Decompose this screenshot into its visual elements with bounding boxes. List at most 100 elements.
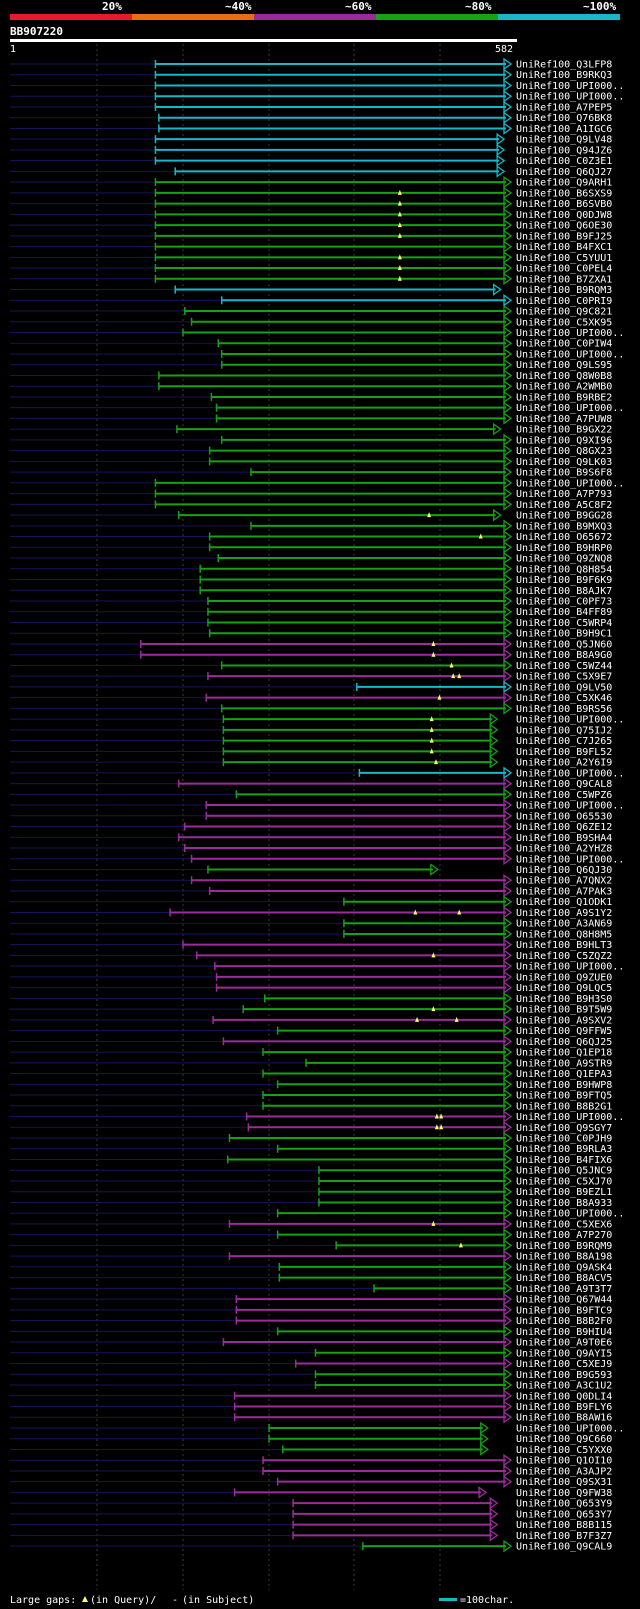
hit-row[interactable]: UniRef100_Q1EP18 <box>10 1045 612 1059</box>
hit-row[interactable]: UniRef100_UPI000.. <box>10 476 624 490</box>
hit-row[interactable]: UniRef100_C0PIW4 <box>10 336 612 350</box>
hit-label[interactable]: UniRef100_B9H3S0 <box>516 994 612 1005</box>
hit-row[interactable]: UniRef100_UPI000.. <box>10 79 624 92</box>
hit-label[interactable]: UniRef100_Q1EPA3 <box>516 1069 612 1080</box>
hit-label[interactable]: UniRef100_A7PEP5 <box>516 102 612 113</box>
hit-row[interactable]: UniRef100_Q1OI10 <box>10 1453 612 1467</box>
hit-row[interactable]: UniRef100_B9MXQ3 <box>10 519 612 533</box>
hit-label[interactable]: UniRef100_B9H9C1 <box>516 629 612 640</box>
hit-label[interactable]: UniRef100_UPI000.. <box>516 768 624 779</box>
hit-label[interactable]: UniRef100_C0PJH9 <box>516 1134 612 1145</box>
hit-label[interactable]: UniRef100_Q9AYI5 <box>516 1348 612 1359</box>
hit-row[interactable]: UniRef100_UPI000.. <box>10 766 624 780</box>
hit-row[interactable]: UniRef100_Q9ARH1 <box>10 175 612 189</box>
hit-label[interactable]: UniRef100_Q76BK8 <box>516 113 612 124</box>
hit-label[interactable]: UniRef100_UPI000.. <box>516 81 624 92</box>
hit-row[interactable]: UniRef100_Q0DLI4 <box>10 1389 612 1403</box>
hit-label[interactable]: UniRef100_UPI000.. <box>516 1209 624 1220</box>
hit-label[interactable]: UniRef100_C5ZQZ2 <box>516 951 612 962</box>
hit-row[interactable]: UniRef100_B9RQM3 <box>10 283 612 297</box>
hit-label[interactable]: UniRef100_A2YHZ8 <box>516 844 612 855</box>
hit-row[interactable]: UniRef100_Q9CAL8 <box>10 777 612 791</box>
hit-label[interactable]: UniRef100_B4FIX6 <box>516 1155 612 1166</box>
hit-row[interactable]: UniRef100_Q9ZUE0 <box>10 970 612 984</box>
hit-label[interactable]: UniRef100_A3C1U2 <box>516 1381 612 1392</box>
hit-row[interactable]: UniRef100_Q8GX23 <box>10 444 612 458</box>
hit-row[interactable]: UniRef100_C5XEX6 <box>10 1217 612 1231</box>
hit-row[interactable]: UniRef100_B8B115 <box>10 1518 612 1532</box>
hit-label[interactable]: UniRef100_UPI000.. <box>516 403 624 414</box>
hit-label[interactable]: UniRef100_Q0DLI4 <box>516 1391 612 1402</box>
hit-label[interactable]: UniRef100_Q1EP18 <box>516 1048 612 1059</box>
hit-label[interactable]: UniRef100_Q1OI10 <box>516 1456 612 1467</box>
hit-row[interactable]: UniRef100_A5C8F2 <box>10 498 612 511</box>
hit-label[interactable]: UniRef100_C5XEJ9 <box>516 1359 612 1370</box>
hit-label[interactable]: UniRef100_B9HIU4 <box>516 1327 612 1338</box>
hit-row[interactable]: UniRef100_B8ACV5 <box>10 1271 612 1285</box>
hit-row[interactable]: UniRef100_UPI000.. <box>10 959 624 973</box>
hit-label[interactable]: UniRef100_UPI000.. <box>516 1112 624 1123</box>
hit-row[interactable]: UniRef100_B9RKQ3 <box>10 68 612 82</box>
hit-label[interactable]: UniRef100_Q9ASK4 <box>516 1262 612 1273</box>
hit-row[interactable]: UniRef100_Q6OE30 <box>10 218 612 232</box>
hit-label[interactable]: UniRef100_UPI000.. <box>516 854 624 865</box>
hit-row[interactable]: UniRef100_B9FJ25 <box>10 229 612 243</box>
hit-row[interactable]: UniRef100_A1IGC6 <box>10 122 612 135</box>
hit-row[interactable]: UniRef100_Q9XI96 <box>10 433 612 447</box>
hit-label[interactable]: UniRef100_Q94JZ6 <box>516 145 612 156</box>
hit-label[interactable]: UniRef100_UPI000.. <box>516 1423 624 1434</box>
hit-row[interactable]: UniRef100_A9SXV2 <box>10 1013 612 1027</box>
hit-row[interactable]: UniRef100_A2YHZ8 <box>10 841 612 855</box>
hit-row[interactable]: UniRef100_Q9FW38 <box>10 1486 612 1499</box>
hit-row[interactable]: UniRef100_B9FL52 <box>10 745 612 758</box>
hit-label[interactable]: UniRef100_A7QNX2 <box>516 876 612 887</box>
hit-row[interactable]: UniRef100_B8A198 <box>10 1249 612 1263</box>
hit-label[interactable]: UniRef100_Q6QJ25 <box>516 1037 612 1048</box>
hit-label[interactable]: UniRef100_B8AJK7 <box>516 586 612 597</box>
hit-label[interactable]: UniRef100_Q9LV50 <box>516 682 612 693</box>
hit-row[interactable]: UniRef100_Q6ZE12 <box>10 820 612 834</box>
hit-label[interactable]: UniRef100_B8A933 <box>516 1198 612 1209</box>
hit-row[interactable]: UniRef100_Q9LS95 <box>10 358 612 372</box>
hit-label[interactable]: UniRef100_B9F6K9 <box>516 575 612 586</box>
hit-row[interactable]: UniRef100_A3C1U2 <box>10 1378 612 1392</box>
hit-row[interactable]: UniRef100_B9T5W9 <box>10 1002 612 1016</box>
hit-label[interactable]: UniRef100_A9T3T7 <box>516 1284 612 1295</box>
hit-row[interactable]: UniRef100_UPI000.. <box>10 798 624 812</box>
hit-row[interactable]: UniRef100_B8A9G0 <box>10 648 612 662</box>
hit-label[interactable]: UniRef100_B8B2G1 <box>516 1101 612 1112</box>
hit-label[interactable]: UniRef100_Q8H854 <box>516 564 612 575</box>
hit-row[interactable]: UniRef100_A9S1Y2 <box>10 906 612 919</box>
hit-label[interactable]: UniRef100_Q9SX31 <box>516 1477 612 1488</box>
hit-row[interactable]: UniRef100_C5XK95 <box>10 315 612 329</box>
hit-label[interactable]: UniRef100_B9RLA3 <box>516 1144 612 1155</box>
hit-row[interactable]: UniRef100_B9SHA4 <box>10 831 612 844</box>
hit-label[interactable]: UniRef100_Q653Y7 <box>516 1509 612 1520</box>
hit-row[interactable]: UniRef100_UPI000.. <box>10 712 624 726</box>
hit-row[interactable]: UniRef100_C5X9E7 <box>10 669 612 683</box>
hit-label[interactable]: UniRef100_C0PIW4 <box>516 339 612 350</box>
hit-row[interactable]: UniRef100_B9GG28 <box>10 508 612 522</box>
hit-row[interactable]: UniRef100_C5ZQZ2 <box>10 949 612 962</box>
hit-label[interactable]: UniRef100_B9GG28 <box>516 511 612 522</box>
hit-label[interactable]: UniRef100_UPI000.. <box>516 478 624 489</box>
hit-label[interactable]: UniRef100_C5XJ70 <box>516 1176 612 1187</box>
hit-row[interactable]: UniRef100_B9H3S0 <box>10 992 612 1005</box>
hit-row[interactable]: UniRef100_Q3LFP8 <box>10 57 612 71</box>
hit-label[interactable]: UniRef100_B9FJ25 <box>516 231 612 242</box>
hit-label[interactable]: UniRef100_B6SXS9 <box>516 188 612 199</box>
hit-row[interactable]: UniRef100_Q8H8M5 <box>10 927 612 941</box>
hit-row[interactable]: UniRef100_O65672 <box>10 530 612 544</box>
hit-label[interactable]: UniRef100_UPI000.. <box>516 715 624 726</box>
hit-label[interactable]: UniRef100_Q6ZE12 <box>516 822 612 833</box>
hit-label[interactable]: UniRef100_B9FTC9 <box>516 1305 612 1316</box>
hit-label[interactable]: UniRef100_C0PRI9 <box>516 296 612 307</box>
hit-row[interactable]: UniRef100_UPI000.. <box>10 401 624 415</box>
hit-row[interactable]: UniRef100_Q8H854 <box>10 562 612 576</box>
hit-label[interactable]: UniRef100_B4FXC1 <box>516 242 612 253</box>
hit-label[interactable]: UniRef100_Q9FW38 <box>516 1488 612 1499</box>
hit-row[interactable]: UniRef100_C5WRP4 <box>10 616 612 629</box>
hit-label[interactable]: UniRef100_Q5JN60 <box>516 639 612 650</box>
hit-row[interactable]: UniRef100_Q9LQC5 <box>10 981 612 995</box>
hit-row[interactable]: UniRef100_B9H9C1 <box>10 626 612 640</box>
